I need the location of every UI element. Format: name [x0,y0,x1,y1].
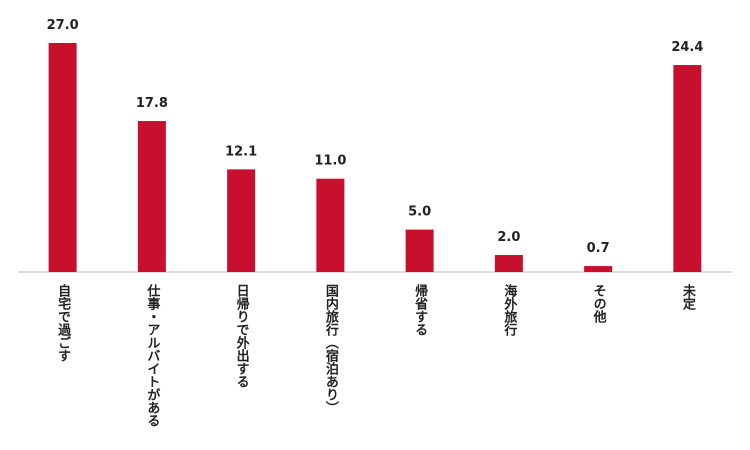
data-label: 27.0 [47,18,79,33]
data-label: 11.0 [314,154,346,169]
bar [584,266,613,272]
data-label: 2.0 [497,230,520,245]
bar [494,255,523,272]
x-tick-label: 帰省する [412,283,429,336]
x-tick-label: 仕事・アルバイトがある [144,283,161,427]
data-label: 5.0 [408,205,431,220]
bar [673,65,702,272]
x-tick-label: 日帰りで外出する [234,284,251,388]
x-tick-label: 国内旅行（宿泊あり） [323,284,340,414]
data-label: 0.7 [587,241,610,256]
bar [48,43,77,272]
data-label: 24.4 [671,40,703,55]
x-tick-label: その他 [591,284,608,324]
data-label: 17.8 [136,96,168,111]
x-tick-label: 自宅で過ごす [55,283,72,362]
bar [405,229,434,272]
bar [137,121,166,272]
x-tick-label: 海外旅行 [501,283,518,337]
bar [227,169,256,272]
bar [316,178,345,272]
data-label: 12.1 [225,144,257,159]
x-tick-label: 未定 [680,283,697,311]
